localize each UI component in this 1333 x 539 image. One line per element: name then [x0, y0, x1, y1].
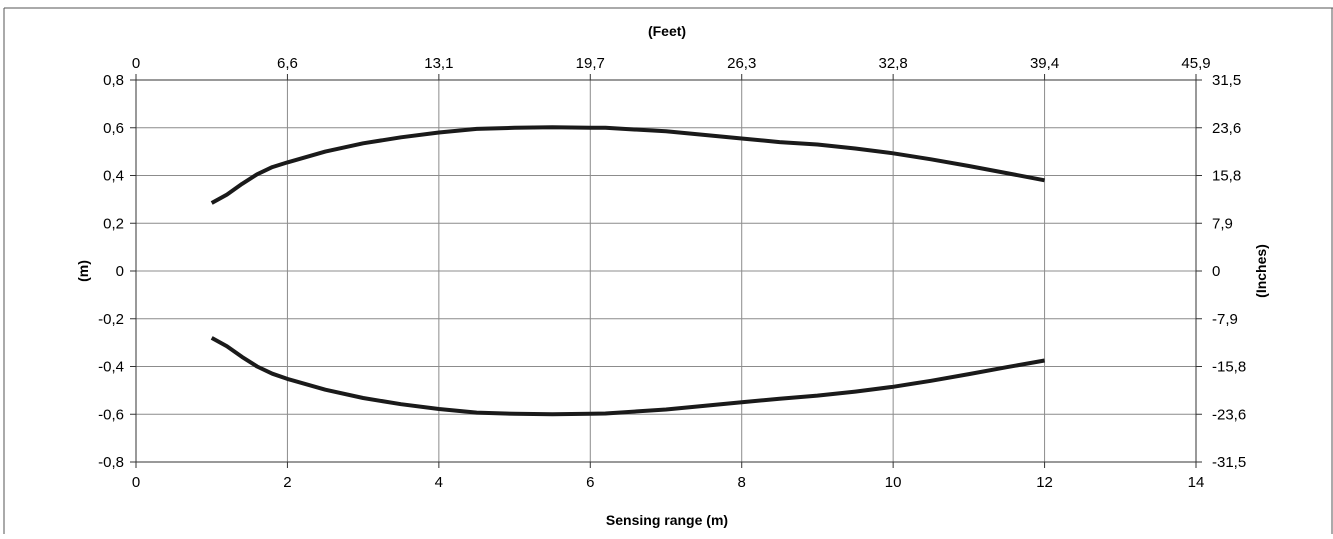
y-axis-title: (m): [75, 260, 91, 282]
x-top-tick-label: 0: [132, 55, 140, 72]
y-tick-label: -0,2: [98, 311, 124, 328]
y-right-tick-label: -23,6: [1212, 406, 1246, 423]
y-right-tick-label: -7,9: [1212, 311, 1238, 328]
y-right-tick-label: -31,5: [1212, 454, 1246, 471]
x-top-tick-label: 6,6: [277, 55, 298, 72]
grid-lines: [136, 80, 1196, 462]
y-tick-label: 0,4: [103, 168, 124, 185]
y-tick-label: -0,8: [98, 454, 124, 471]
plot-area-border: [135, 79, 1197, 463]
x-tick-label: 10: [885, 474, 902, 491]
x-tick-label: 4: [435, 474, 443, 491]
x-tick-label: 12: [1036, 474, 1053, 491]
x-top-tick-label: 39,4: [1030, 55, 1059, 72]
y-right-tick-label: 23,6: [1212, 120, 1241, 137]
x-top-tick-label: 13,1: [424, 55, 453, 72]
y-right-tick-label: 15,8: [1212, 168, 1241, 185]
y-tick-label: 0: [116, 263, 124, 280]
series-line-upper: [210, 125, 1045, 205]
y-right-tick-label: -15,8: [1212, 359, 1246, 376]
y-tick-label: 0,8: [103, 72, 124, 89]
series-line-lower: [210, 336, 1045, 417]
x-top-axis-title: (Feet): [648, 23, 686, 39]
axes: [130, 74, 1202, 468]
x-axis-title: Sensing range (m): [606, 512, 728, 528]
y-right-tick-label: 31,5: [1212, 72, 1241, 89]
series-lines: [210, 125, 1045, 417]
x-top-tick-label: 26,3: [727, 55, 756, 72]
y-tick-label: 0,2: [103, 215, 124, 232]
y-right-tick-label: 7,9: [1212, 215, 1233, 232]
y-right-axis-title: (Inches): [1253, 244, 1269, 298]
x-top-tick-label: 45,9: [1181, 55, 1210, 72]
x-tick-label: 2: [283, 474, 291, 491]
y-tick-label: -0,6: [98, 406, 124, 423]
x-top-tick-label: 32,8: [879, 55, 908, 72]
y-right-tick-label: 0: [1212, 263, 1220, 280]
y-tick-label: 0,6: [103, 120, 124, 137]
x-tick-label: 8: [738, 474, 746, 491]
x-top-tick-label: 19,7: [576, 55, 605, 72]
x-tick-label: 0: [132, 474, 140, 491]
y-tick-label: -0,4: [98, 359, 124, 376]
x-tick-label: 6: [586, 474, 594, 491]
tick-labels: 0 0 2 6,6 4 13,1 6 19,7 8 26,3 10 32,8 12 39,4 14 45,9 0…: [98, 55, 1246, 491]
x-tick-label: 14: [1188, 474, 1205, 491]
